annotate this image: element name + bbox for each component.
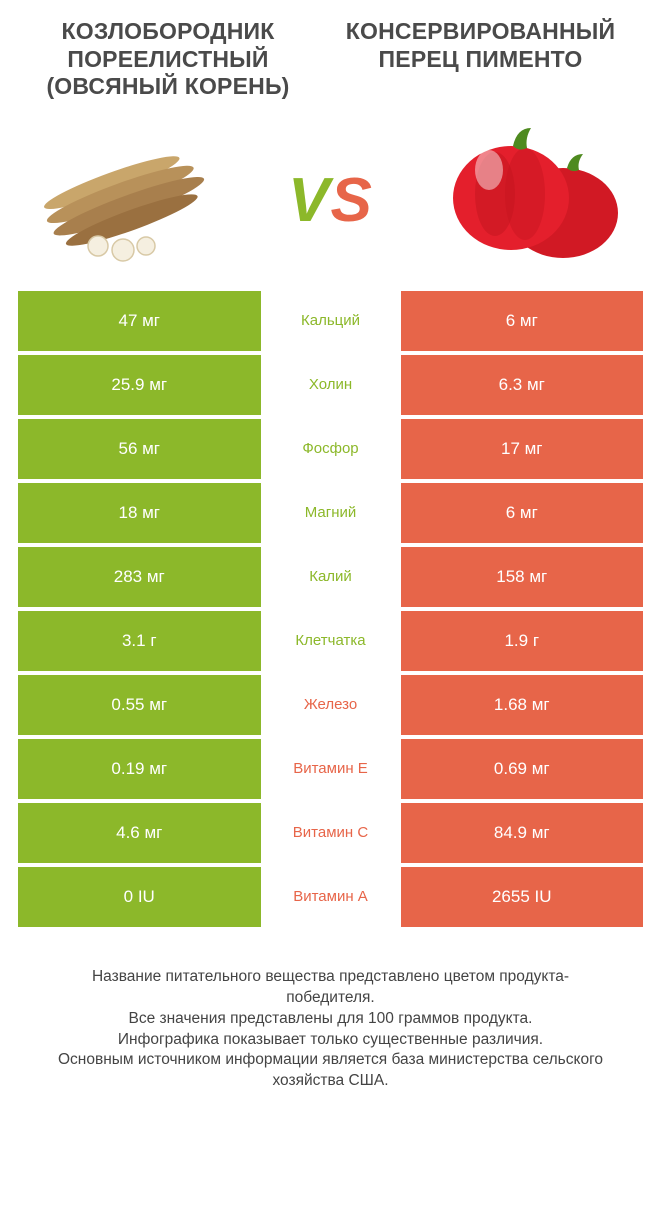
nutrient-label: Кальций bbox=[261, 291, 401, 351]
vs-label: VS bbox=[288, 119, 373, 267]
value-left: 18 мг bbox=[18, 483, 261, 543]
nutrient-label: Магний bbox=[261, 483, 401, 543]
value-right: 0.69 мг bbox=[401, 739, 644, 799]
nutrient-label: Витамин E bbox=[261, 739, 401, 799]
value-right: 6.3 мг bbox=[401, 355, 644, 415]
table-row: 0.55 мгЖелезо1.68 мг bbox=[18, 675, 643, 735]
table-row: 0 IUВитамин А2655 IU bbox=[18, 867, 643, 927]
table-row: 3.1 гКлетчатка1.9 г bbox=[18, 611, 643, 671]
product-image-right bbox=[433, 118, 633, 268]
table-row: 25.9 мгХолин6.3 мг bbox=[18, 355, 643, 415]
nutrient-label: Калий bbox=[261, 547, 401, 607]
value-right: 2655 IU bbox=[401, 867, 644, 927]
vs-s: S bbox=[331, 165, 373, 236]
value-left: 56 мг bbox=[18, 419, 261, 479]
table-row: 0.19 мгВитамин E0.69 мг bbox=[18, 739, 643, 799]
value-left: 0.19 мг bbox=[18, 739, 261, 799]
table-row: 47 мгКальций6 мг bbox=[18, 291, 643, 351]
nutrient-label: Фосфор bbox=[261, 419, 401, 479]
value-right: 158 мг bbox=[401, 547, 644, 607]
nutrient-label: Витамин C bbox=[261, 803, 401, 863]
value-left: 25.9 мг bbox=[18, 355, 261, 415]
value-left: 3.1 г bbox=[18, 611, 261, 671]
nutrient-label: Холин bbox=[261, 355, 401, 415]
nutrient-label: Витамин А bbox=[261, 867, 401, 927]
footnote-line: Инфографика показывает только существенн… bbox=[48, 1030, 613, 1051]
value-left: 283 мг bbox=[18, 547, 261, 607]
value-left: 47 мг bbox=[18, 291, 261, 351]
footnote-line: Основным источником информации является … bbox=[48, 1050, 613, 1092]
table-row: 283 мгКалий158 мг bbox=[18, 547, 643, 607]
value-right: 6 мг bbox=[401, 483, 644, 543]
product-image-left bbox=[28, 118, 228, 268]
table-row: 56 мгФосфор17 мг bbox=[18, 419, 643, 479]
value-left: 0 IU bbox=[18, 867, 261, 927]
value-left: 0.55 мг bbox=[18, 675, 261, 735]
footnote-line: Название питательного вещества представл… bbox=[48, 967, 613, 1009]
nutrient-label: Железо bbox=[261, 675, 401, 735]
nutrient-label: Клетчатка bbox=[261, 611, 401, 671]
table-row: 18 мгМагний6 мг bbox=[18, 483, 643, 543]
nutrition-table: 47 мгКальций6 мг25.9 мгХолин6.3 мг56 мгФ… bbox=[18, 291, 643, 927]
title-left: Козлобородник пореелистный (овсяный коре… bbox=[18, 18, 318, 101]
value-left: 4.6 мг bbox=[18, 803, 261, 863]
value-right: 84.9 мг bbox=[401, 803, 644, 863]
value-right: 17 мг bbox=[401, 419, 644, 479]
hero-row: VS bbox=[18, 101, 643, 291]
value-right: 1.68 мг bbox=[401, 675, 644, 735]
value-right: 6 мг bbox=[401, 291, 644, 351]
footnote-line: Все значения представлены для 100 граммо… bbox=[48, 1009, 613, 1030]
title-right: Консервированный перец Пименто bbox=[318, 18, 643, 73]
table-row: 4.6 мгВитамин C84.9 мг bbox=[18, 803, 643, 863]
titles-row: Козлобородник пореелистный (овсяный коре… bbox=[18, 18, 643, 101]
vs-v: V bbox=[288, 165, 330, 236]
footnote: Название питательного вещества представл… bbox=[18, 927, 643, 1093]
value-right: 1.9 г bbox=[401, 611, 644, 671]
